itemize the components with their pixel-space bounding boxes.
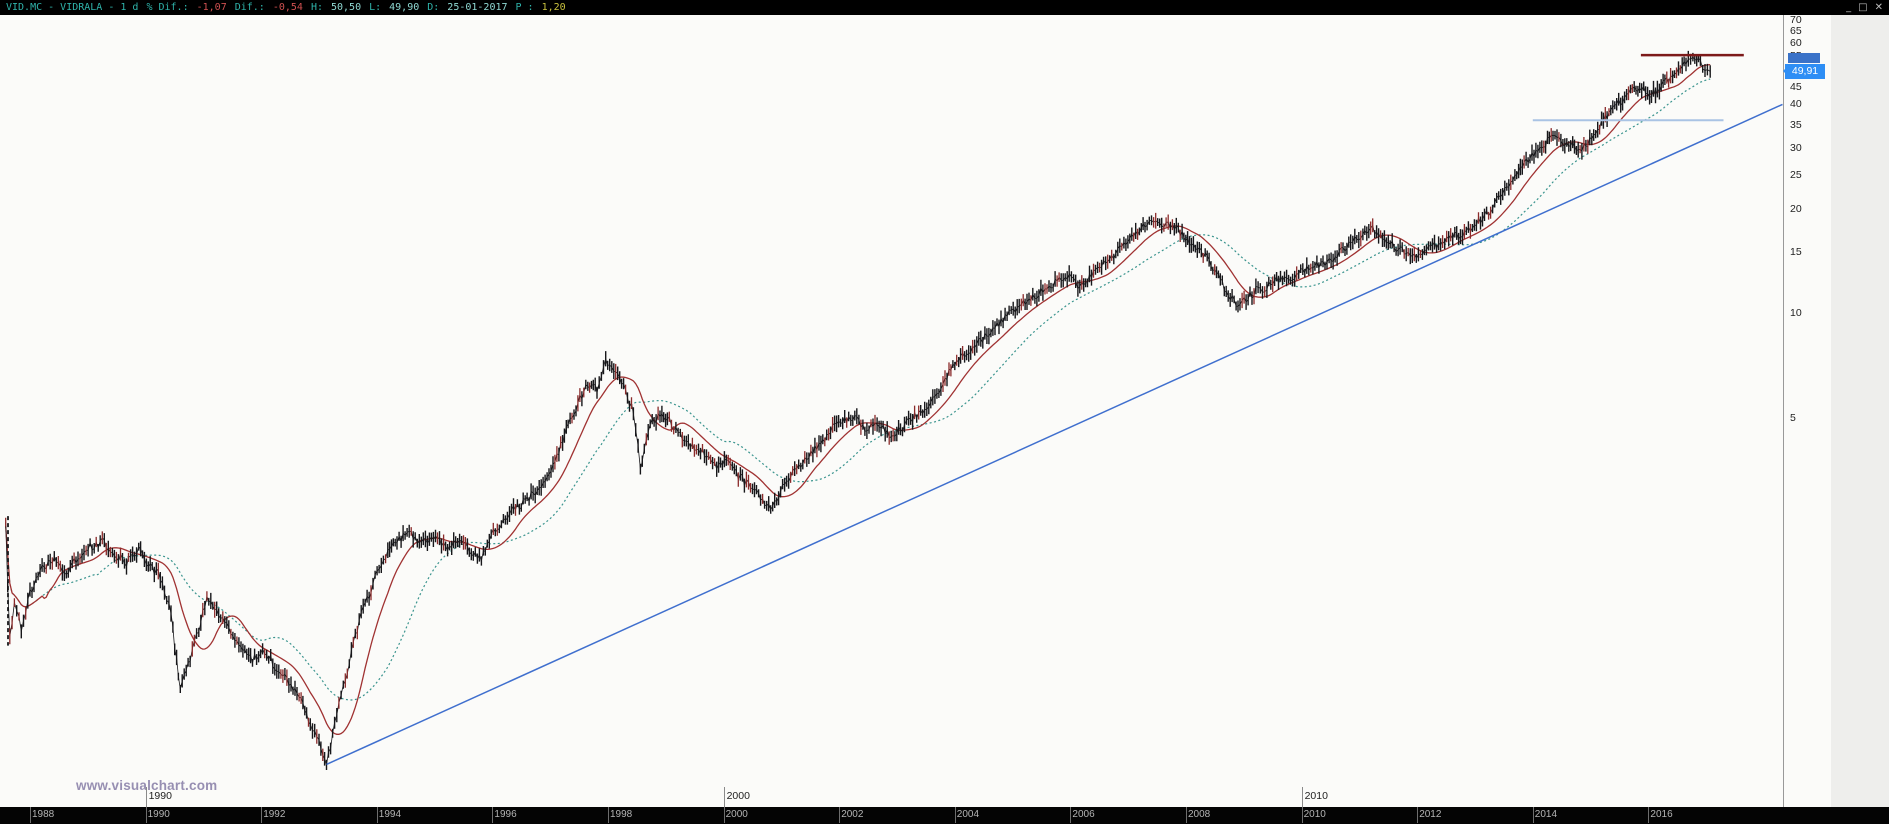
time-axis-tick xyxy=(1648,807,1650,823)
info-segment: H: xyxy=(310,2,323,13)
time-axis-tick xyxy=(839,807,841,823)
decade-label: 1990 xyxy=(148,790,172,802)
time-axis-tick xyxy=(723,807,725,823)
indicator-price-tag xyxy=(1788,52,1820,63)
price-axis-label: 60 xyxy=(1790,37,1802,50)
candle-series xyxy=(7,50,1711,770)
decade-tick xyxy=(723,787,725,807)
decade-tick xyxy=(1301,787,1303,807)
decade-label: 2010 xyxy=(1304,790,1328,802)
time-axis-tick xyxy=(1070,807,1072,823)
info-segment: L: xyxy=(369,2,382,13)
time-axis-label: 2004 xyxy=(956,809,980,820)
time-axis-label: 2012 xyxy=(1419,809,1442,820)
ma-fast-line xyxy=(5,63,1711,735)
decade-tick xyxy=(145,787,147,807)
time-axis-label: 2000 xyxy=(725,809,748,820)
title-bar: VID.MC - VIDRALA - 1 d % Dif.: -1,07 Dif.: -… xyxy=(0,0,1889,15)
price-chart[interactable] xyxy=(0,15,1783,807)
time-axis-tick xyxy=(261,807,263,823)
price-axis-label: 70 xyxy=(1790,14,1802,27)
info-segment: VID.MC - VIDRALA - 1 d xyxy=(6,2,139,13)
price-axis-label: 20 xyxy=(1790,202,1802,215)
time-axis-label: 2006 xyxy=(1072,809,1095,820)
window-controls: _ □ ✕ xyxy=(1846,0,1889,15)
price-axis-label: 25 xyxy=(1790,169,1802,182)
info-segment: 25-01-2017 xyxy=(447,2,508,13)
price-axis-label: 15 xyxy=(1790,246,1802,259)
price-axis-label: 10 xyxy=(1790,307,1802,320)
trendline[interactable] xyxy=(326,103,1783,766)
maximize-button[interactable]: □ xyxy=(1858,2,1868,13)
close-button[interactable]: ✕ xyxy=(1874,2,1883,13)
price-axis-label: 65 xyxy=(1790,25,1802,38)
time-axis-tick xyxy=(145,807,147,823)
chart-area: www.visualchart.com 1990 2000 2010 xyxy=(0,15,1783,807)
time-axis-label: 1992 xyxy=(263,809,286,820)
time-axis-tick xyxy=(1301,807,1303,823)
time-axis-tick xyxy=(492,807,494,823)
time-axis-label: 1998 xyxy=(610,809,633,820)
time-axis-tick xyxy=(30,807,31,823)
last-price-label: 49,91 xyxy=(1791,64,1819,77)
minimize-button[interactable]: _ xyxy=(1846,2,1852,13)
time-axis-label: 2002 xyxy=(841,809,864,820)
chart-info-bar: VID.MC - VIDRALA - 1 d % Dif.: -1,07 Dif.: -… xyxy=(0,0,574,15)
info-segment: 49,90 xyxy=(389,2,420,13)
info-segment: 1,20 xyxy=(541,2,566,13)
decade-label: 2000 xyxy=(726,790,750,802)
time-axis-tick xyxy=(954,807,956,823)
time-axis[interactable]: 1988 1990 1992 1994 1996 1998 2000 2002 2004 2006… xyxy=(0,807,1889,824)
time-axis-tick xyxy=(1417,807,1419,823)
price-axis[interactable]: 49,91 706560555045403530252015105 xyxy=(1783,15,1831,807)
visualchart-watermark: www.visualchart.com xyxy=(76,778,218,793)
price-axis-label: 40 xyxy=(1790,98,1802,111)
last-price-tag: 49,91 xyxy=(1783,63,1825,79)
ma-slow-line xyxy=(5,78,1711,701)
price-axis-label: 45 xyxy=(1790,80,1802,93)
time-axis-label: 2010 xyxy=(1303,809,1326,820)
price-line xyxy=(5,56,1711,766)
info-segment: -0,54 xyxy=(272,2,303,13)
info-segment: 50,50 xyxy=(330,2,362,13)
time-axis-tick xyxy=(1532,807,1534,823)
info-segment: Dif.: xyxy=(234,2,265,13)
time-axis-label: 1990 xyxy=(147,809,170,820)
time-axis-label: 2016 xyxy=(1650,809,1673,820)
price-axis-label: 35 xyxy=(1790,118,1802,131)
price-axis-label: 5 xyxy=(1790,411,1796,424)
time-axis-label: 1996 xyxy=(494,809,517,820)
info-segment: % Dif.: xyxy=(146,2,189,13)
info-segment: D: xyxy=(427,2,440,13)
time-axis-label: 1988 xyxy=(32,809,55,820)
info-segment: -1,07 xyxy=(196,2,227,13)
time-axis-label: 2014 xyxy=(1534,809,1558,820)
time-axis-label: 2008 xyxy=(1188,809,1211,820)
info-segment: P : xyxy=(515,2,534,13)
time-axis-tick xyxy=(608,807,609,823)
time-axis-tick xyxy=(1186,807,1187,823)
price-axis-label: 30 xyxy=(1790,141,1802,154)
time-axis-label: 1994 xyxy=(378,809,402,820)
candle-series-down xyxy=(5,65,1681,761)
time-axis-tick xyxy=(376,807,378,823)
